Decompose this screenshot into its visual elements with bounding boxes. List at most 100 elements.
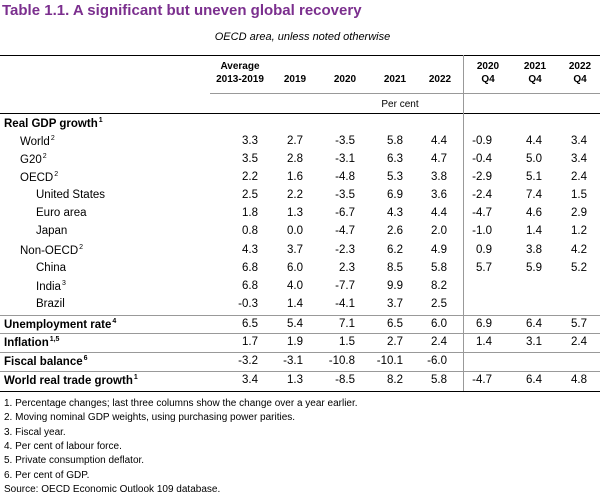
- rule: [0, 315, 600, 316]
- cell: 4.4: [526, 135, 542, 147]
- cell: 4.7: [431, 153, 447, 165]
- column-divider: [463, 55, 464, 392]
- cell: -4.7: [335, 225, 355, 237]
- column-header: 2020: [476, 61, 500, 72]
- column-header: 2022: [428, 74, 452, 85]
- cell: 6.8: [242, 262, 258, 274]
- cell: 5.9: [526, 262, 542, 274]
- cell: 8.5: [387, 262, 403, 274]
- row-label: Brazil: [36, 298, 65, 310]
- cell: 5.3: [387, 171, 403, 183]
- footnote-ref: 2: [42, 153, 47, 160]
- rule: [0, 113, 600, 114]
- subtitle: OECD area, unless noted otherwise: [214, 31, 391, 43]
- cell: 8.2: [387, 374, 403, 386]
- cell: -0.4: [472, 153, 492, 165]
- cell: 2.4: [571, 336, 587, 348]
- rule: [0, 371, 600, 372]
- cell: 5.8: [387, 135, 403, 147]
- cell: -4.7: [472, 374, 492, 386]
- cell: 1.4: [287, 298, 303, 310]
- cell: 1.9: [287, 336, 303, 348]
- cell: 3.4: [242, 374, 258, 386]
- cell: 2.9: [571, 207, 587, 219]
- cell: 5.4: [287, 318, 303, 330]
- cell: 1.7: [242, 336, 258, 348]
- cell: 1.2: [571, 225, 587, 237]
- footnote: 3. Fiscal year.: [4, 426, 66, 438]
- cell: 4.3: [387, 207, 403, 219]
- cell: 3.8: [526, 244, 542, 256]
- column-header: 2020: [333, 74, 357, 85]
- cell: 3.5: [242, 153, 258, 165]
- cell: 0.9: [476, 244, 492, 256]
- cell: -2.4: [472, 189, 492, 201]
- cell: 2.2: [287, 189, 303, 201]
- footnote: 2. Moving nominal GDP weights, using pur…: [4, 412, 296, 424]
- cell: 3.4: [571, 135, 587, 147]
- cell: 2.5: [431, 298, 447, 310]
- column-header: 2021: [523, 61, 547, 72]
- cell: 6.0: [287, 262, 303, 274]
- cell: 1.8: [242, 207, 258, 219]
- source: Source: OECD Economic Outlook 109 databa…: [4, 483, 221, 495]
- cell: -3.5: [335, 135, 355, 147]
- footnote: 6. Per cent of GDP.: [4, 469, 90, 481]
- cell: 6.9: [387, 189, 403, 201]
- cell: 4.2: [571, 244, 587, 256]
- cell: 2.7: [287, 135, 303, 147]
- cell: 8.2: [431, 280, 447, 292]
- column-header: 2021: [383, 74, 407, 85]
- footnote-ref: 2: [50, 135, 55, 142]
- cell: 6.2: [387, 244, 403, 256]
- cell: 6.3: [387, 153, 403, 165]
- cell: 4.4: [431, 207, 447, 219]
- column-header: 2022: [568, 61, 592, 72]
- cell: 3.3: [242, 135, 258, 147]
- row-label: Unemployment rate4: [4, 318, 117, 331]
- cell: 4.6: [526, 207, 542, 219]
- cell: 3.4: [571, 153, 587, 165]
- cell: 0.0: [287, 225, 303, 237]
- cell: 3.8: [431, 171, 447, 183]
- cell: 3.1: [526, 336, 542, 348]
- footnote-ref: 1: [133, 374, 138, 381]
- cell: 7.4: [526, 189, 542, 201]
- column-header: Q4: [528, 74, 542, 85]
- row-label: Euro area: [36, 207, 87, 219]
- cell: 5.8: [431, 262, 447, 274]
- cell: 6.4: [526, 374, 542, 386]
- cell: -4.7: [472, 207, 492, 219]
- footnote-ref: 1: [98, 117, 103, 124]
- footnote-ref: 2: [79, 244, 84, 251]
- cell: 5.0: [526, 153, 542, 165]
- cell: 3.7: [387, 298, 403, 310]
- rule: [0, 55, 600, 56]
- cell: 4.8: [571, 374, 587, 386]
- cell: 1.5: [339, 336, 355, 348]
- footnote: 1. Percentage changes; last three column…: [4, 398, 358, 409]
- cell: 6.8: [242, 280, 258, 292]
- row-label: G202: [20, 153, 47, 166]
- footnote-ref: 6: [83, 355, 88, 362]
- cell: -6.0: [427, 355, 447, 367]
- footnote: 5. Private consumption deflator.: [4, 455, 145, 467]
- cell: 2.7: [387, 336, 403, 348]
- row-label: India3: [36, 280, 66, 293]
- row-label: Inflation1,5: [4, 336, 60, 349]
- cell: 2.4: [431, 336, 447, 348]
- cell: 2.3: [339, 262, 355, 274]
- row-label: Non-OECD2: [20, 244, 84, 257]
- column-header: 2013-2019: [216, 74, 264, 85]
- cell: -4.8: [335, 171, 355, 183]
- cell: 5.7: [476, 262, 492, 274]
- cell: 0.8: [242, 225, 258, 237]
- footnote-ref: 1,5: [49, 336, 60, 343]
- cell: -4.1: [335, 298, 355, 310]
- cell: 1.6: [287, 171, 303, 183]
- cell: 2.8: [287, 153, 303, 165]
- footnote: 4. Per cent of labour force.: [4, 440, 122, 452]
- rule: [0, 333, 600, 334]
- cell: -2.9: [472, 171, 492, 183]
- cell: 1.3: [287, 207, 303, 219]
